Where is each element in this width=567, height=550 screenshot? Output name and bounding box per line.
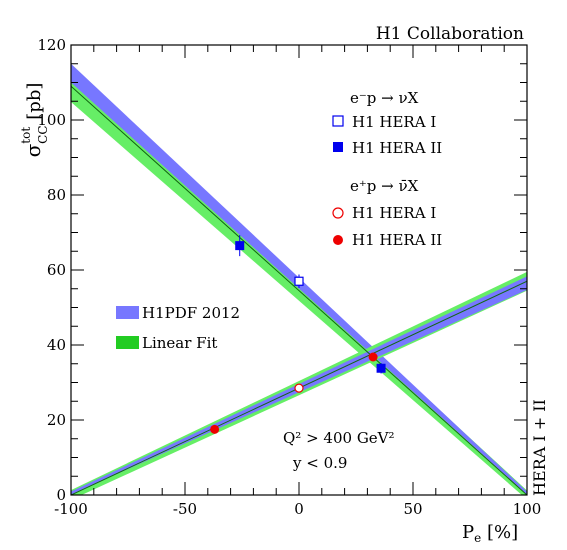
y-axis-symbol: σ: [21, 143, 45, 157]
x-tick-label: 50: [403, 500, 422, 518]
legend-open-circle-icon: [332, 207, 344, 219]
y-tick-label: 120: [37, 36, 66, 54]
x-axis-unit: [%]: [481, 522, 518, 543]
legend-label: Linear Fit: [142, 334, 217, 352]
electron-hera2-point: [235, 241, 245, 251]
legend-label: H1PDF 2012: [142, 304, 240, 322]
y-tick-label: 40: [47, 336, 66, 354]
y-tick-label: 100: [37, 111, 66, 129]
legend-electron: e⁻p → νX H1 HERA I H1 HERA II: [332, 89, 442, 157]
x-axis-title: Pe [%]: [462, 522, 518, 545]
legend-fit-swatch: [116, 336, 139, 349]
positron-hera2-point: [210, 424, 220, 434]
y-tick-labels: 0 20 40 60 80 100 120: [37, 36, 66, 504]
legend-header-electron: e⁻p → νX: [350, 89, 419, 107]
positron-hera2-point: [368, 352, 378, 362]
side-label: HERA I + II: [530, 399, 549, 496]
legend-label: H1 HERA II: [352, 139, 442, 157]
legend-label: H1 HERA I: [352, 113, 436, 131]
legend-header-positron: e⁺p → ν̄X: [350, 177, 419, 195]
legend-h1pdf-swatch: [116, 306, 139, 319]
data-points: [210, 235, 386, 434]
legend-label: H1 HERA I: [352, 204, 436, 222]
y-axis-unit: [pb]: [24, 83, 45, 126]
x-tick-label: 0: [294, 500, 304, 518]
side-label-text: HERA I + II: [530, 399, 549, 496]
legend-label: H1 HERA II: [352, 231, 442, 249]
y-axis-subscript: CC: [36, 125, 50, 143]
electron-linear-fit-line: [71, 85, 527, 495]
legend-open-square-icon: [332, 115, 344, 127]
y-axis-title: σtot CC [pb]: [19, 83, 50, 158]
legend-filled-circle-icon: [333, 235, 343, 245]
electron-hera1-point: [294, 276, 304, 286]
legend-filled-square-icon: [333, 142, 343, 152]
cut-q2-label: Q² > 400 GeV²: [283, 429, 395, 447]
legend-bands: H1PDF 2012 Linear Fit: [116, 304, 240, 352]
axis-ticks: [70, 44, 528, 496]
electron-hera2-point: [376, 363, 386, 373]
positron-hera1-point: [294, 383, 304, 393]
x-axis-symbol: P: [462, 522, 474, 543]
y-tick-label: 80: [47, 186, 66, 204]
x-axis-subscript: e: [474, 531, 481, 545]
x-tick-labels: -100 -50 0 50 100: [54, 500, 541, 518]
x-tick-label: 100: [513, 500, 542, 518]
legend-positron: e⁺p → ν̄X H1 HERA I H1 HERA II: [332, 177, 442, 249]
y-tick-label: 20: [47, 411, 66, 429]
x-tick-label: -100: [54, 500, 88, 518]
y-tick-label: 60: [47, 261, 66, 279]
collaboration-label: H1 Collaboration: [376, 24, 524, 44]
y-tick-label: 0: [56, 486, 66, 504]
y-axis-superscript: tot: [19, 127, 33, 144]
x-tick-label: -50: [173, 500, 197, 518]
cut-y-label: y < 0.9: [292, 454, 347, 472]
